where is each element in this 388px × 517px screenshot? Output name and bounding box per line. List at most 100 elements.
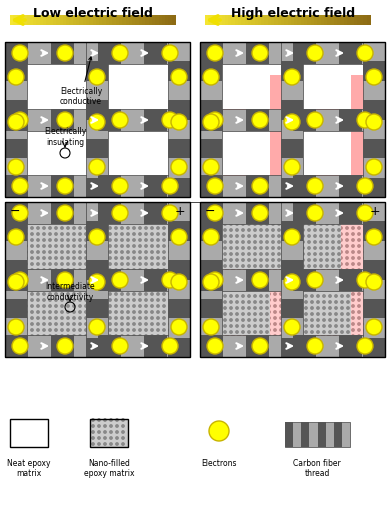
Circle shape — [214, 269, 216, 271]
Bar — [5, 202, 190, 224]
Circle shape — [31, 263, 33, 265]
Bar — [5, 269, 28, 291]
Circle shape — [268, 233, 270, 235]
Circle shape — [43, 299, 45, 301]
Circle shape — [250, 203, 252, 205]
Circle shape — [242, 235, 244, 237]
Circle shape — [55, 257, 57, 259]
Circle shape — [19, 227, 21, 229]
Bar — [293, 175, 315, 197]
Circle shape — [139, 233, 141, 235]
Circle shape — [97, 263, 99, 265]
Circle shape — [352, 245, 354, 247]
Circle shape — [43, 311, 45, 313]
Circle shape — [109, 215, 111, 217]
Circle shape — [244, 251, 246, 253]
Text: Electrons: Electrons — [201, 459, 237, 468]
Circle shape — [230, 319, 232, 321]
Circle shape — [256, 269, 258, 271]
Circle shape — [280, 233, 282, 235]
Circle shape — [157, 203, 159, 205]
Circle shape — [346, 353, 348, 355]
Circle shape — [12, 338, 28, 354]
Circle shape — [232, 311, 234, 313]
Circle shape — [127, 203, 129, 205]
Circle shape — [244, 263, 246, 265]
Circle shape — [286, 275, 288, 277]
Circle shape — [115, 269, 117, 271]
Circle shape — [162, 178, 178, 194]
Circle shape — [226, 335, 228, 337]
Circle shape — [181, 353, 183, 355]
Bar — [69, 15, 73, 25]
Bar — [51, 175, 74, 197]
Circle shape — [13, 347, 15, 349]
Circle shape — [67, 311, 69, 313]
Circle shape — [370, 257, 372, 259]
Circle shape — [292, 263, 294, 265]
Bar — [200, 100, 222, 119]
Circle shape — [314, 229, 316, 231]
Circle shape — [31, 341, 33, 343]
Bar — [281, 299, 303, 318]
Bar — [200, 269, 223, 291]
Circle shape — [55, 281, 57, 283]
Circle shape — [328, 323, 330, 325]
Circle shape — [25, 299, 27, 301]
Circle shape — [382, 299, 384, 301]
Circle shape — [242, 265, 244, 267]
Circle shape — [19, 287, 21, 289]
Circle shape — [214, 233, 216, 235]
Circle shape — [208, 215, 210, 217]
Circle shape — [163, 251, 165, 253]
Circle shape — [37, 221, 39, 223]
Circle shape — [254, 307, 256, 309]
Circle shape — [292, 221, 294, 223]
Circle shape — [61, 203, 63, 205]
Circle shape — [302, 253, 304, 255]
Bar — [317, 15, 321, 25]
Circle shape — [328, 269, 330, 271]
Circle shape — [376, 293, 378, 295]
Circle shape — [322, 335, 324, 337]
Bar — [200, 62, 222, 81]
Circle shape — [145, 311, 147, 313]
Bar — [353, 15, 357, 25]
Circle shape — [103, 335, 105, 337]
Circle shape — [268, 239, 270, 241]
Circle shape — [109, 227, 111, 229]
Bar — [261, 15, 265, 25]
Circle shape — [382, 245, 384, 247]
Circle shape — [115, 221, 117, 223]
Circle shape — [260, 223, 262, 225]
Circle shape — [169, 251, 171, 253]
Bar — [5, 335, 190, 357]
Circle shape — [376, 227, 378, 229]
Circle shape — [268, 299, 270, 301]
Circle shape — [61, 227, 63, 229]
Circle shape — [175, 311, 177, 313]
Circle shape — [290, 229, 292, 231]
Circle shape — [121, 257, 123, 259]
Circle shape — [133, 353, 135, 355]
Circle shape — [85, 269, 87, 271]
Circle shape — [230, 241, 232, 243]
Circle shape — [298, 305, 300, 307]
Circle shape — [304, 233, 306, 235]
Circle shape — [274, 257, 276, 259]
Bar — [277, 15, 281, 25]
Circle shape — [203, 69, 219, 85]
Circle shape — [139, 305, 141, 307]
Circle shape — [31, 335, 33, 337]
Circle shape — [230, 253, 232, 255]
Circle shape — [85, 263, 87, 265]
Circle shape — [79, 203, 81, 205]
Circle shape — [25, 269, 27, 271]
Circle shape — [8, 69, 24, 85]
Bar — [222, 15, 225, 25]
Circle shape — [25, 317, 27, 319]
Circle shape — [346, 269, 348, 271]
Circle shape — [254, 217, 256, 219]
Circle shape — [91, 341, 93, 343]
Circle shape — [121, 233, 123, 235]
